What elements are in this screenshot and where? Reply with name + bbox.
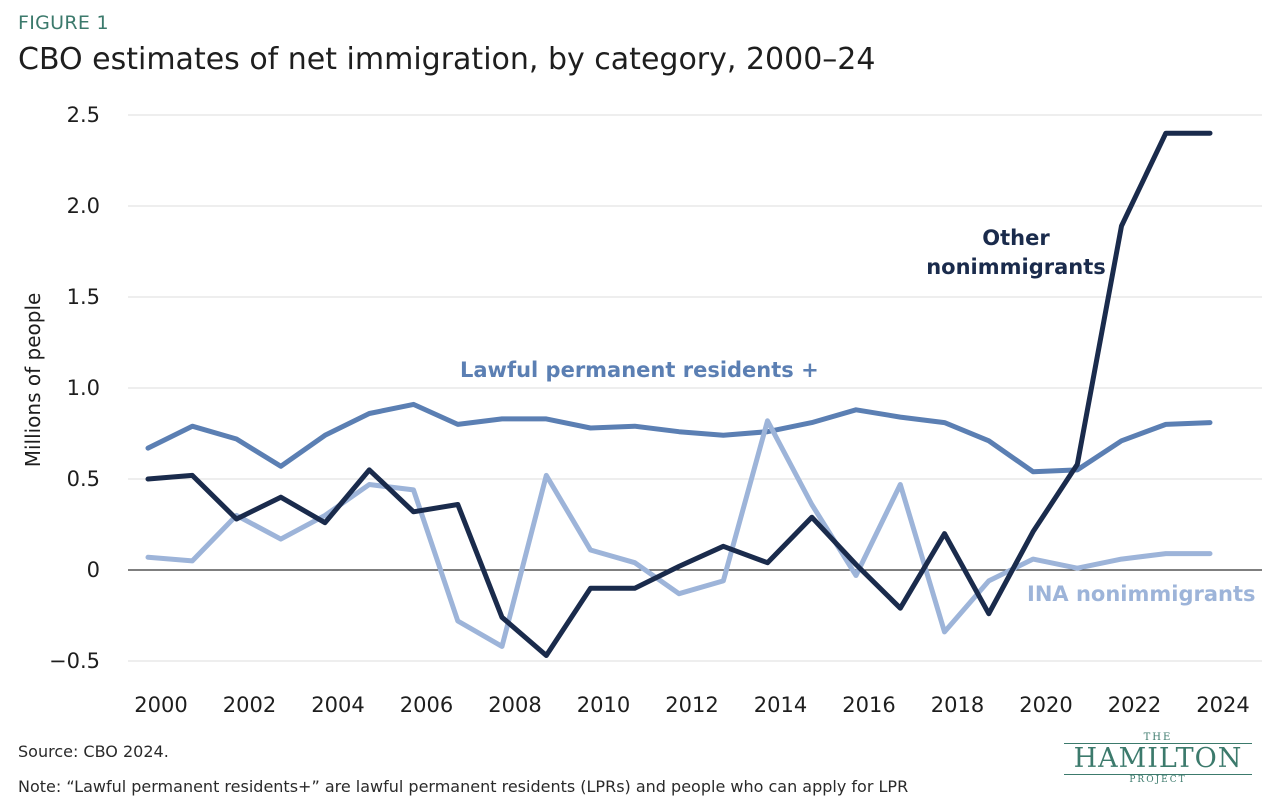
- annotation-other-line1: Other: [982, 226, 1050, 250]
- x-tick-label: 2006: [400, 693, 453, 717]
- x-tick-label: 2008: [488, 693, 541, 717]
- y-tick-label: 2.5: [67, 103, 100, 127]
- annotation-lpr: Lawful permanent residents +: [460, 358, 819, 382]
- x-tick-label: 2016: [842, 693, 895, 717]
- series-line-lawful-permanent-residents: [145, 401, 1213, 475]
- chart-title: CBO estimates of net immigration, by cat…: [18, 42, 876, 77]
- grid-layer: [128, 114, 1262, 662]
- y-tick-label: 0: [87, 558, 100, 582]
- series-layer: [145, 130, 1213, 658]
- annotation-ina: INA nonimmigrants: [1027, 582, 1256, 606]
- source-note: Source: CBO 2024.: [18, 742, 169, 761]
- y-tick-label: −0.5: [49, 649, 100, 673]
- x-tick-label: 2012: [665, 693, 718, 717]
- y-tick-label: 0.5: [67, 467, 100, 491]
- x-tick-label: 2018: [931, 693, 984, 717]
- figure-label: FIGURE 1: [18, 12, 109, 34]
- logo-bottom-text: PROJECT: [1129, 775, 1187, 785]
- y-tick-label: 2.0: [67, 194, 100, 218]
- hamilton-project-logo: THE HAMILTON PROJECT: [1060, 732, 1256, 792]
- y-axis-label: Millions of people: [21, 293, 45, 468]
- x-tick-label: 2004: [311, 693, 364, 717]
- x-tick-label: 2020: [1019, 693, 1072, 717]
- x-tick-label: 2022: [1108, 693, 1161, 717]
- footnote: Note: “Lawful permanent residents+” are …: [18, 777, 909, 796]
- series-line-other-nonimmigrants: [145, 130, 1213, 658]
- y-tick-label: 1.0: [67, 376, 100, 400]
- y-tick-label: 1.5: [67, 285, 100, 309]
- x-tick-label: 2000: [134, 693, 187, 717]
- y-tick-labels: 2.5 2.0 1.5 1.0 0.5 0 −0.5: [49, 103, 100, 673]
- logo-main-text: HAMILTON: [1064, 743, 1252, 775]
- x-tick-label: 2002: [223, 693, 276, 717]
- annotation-other-line2: nonimmigrants: [926, 255, 1106, 279]
- x-tick-labels: 2000 2002 2004 2006 2008 2010 2012 2014 2016 2018…: [134, 693, 1249, 717]
- logo-top-text: THE: [1143, 732, 1173, 743]
- x-tick-label: 2024: [1196, 693, 1249, 717]
- series-line-ina-nonimmigrants: [145, 418, 1213, 649]
- x-tick-label: 2010: [577, 693, 630, 717]
- x-tick-label: 2014: [754, 693, 807, 717]
